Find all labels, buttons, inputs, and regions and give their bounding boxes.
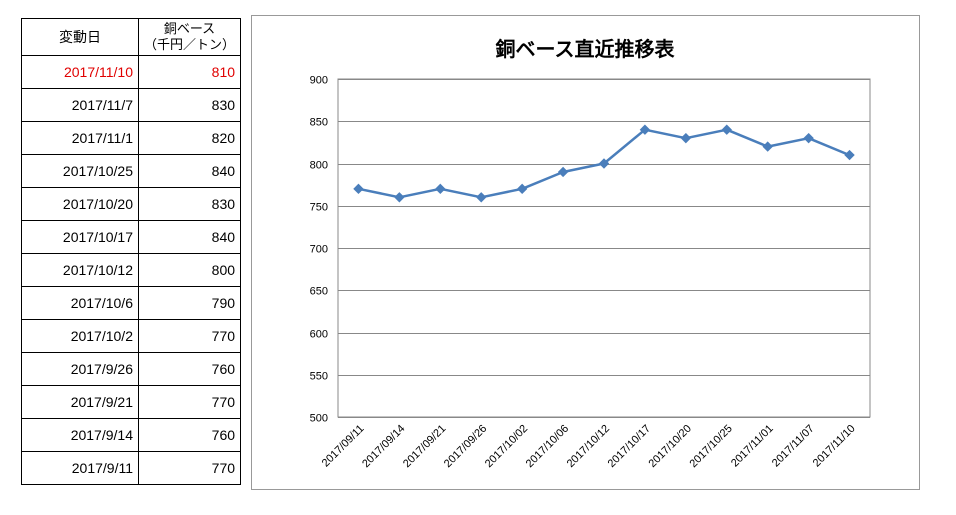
y-tick-label: 700 [310,244,328,256]
x-tick-label: 2017/10/20 [647,423,694,470]
data-point [762,141,773,152]
header-price: 銅ベース （千円／トン） [137,18,242,56]
row-date: 2017/11/10 [21,55,139,89]
axis-layer: 500 550 600 650 700 750 800 850 900 [310,75,328,425]
header-price-line2: （千円／トン） [144,37,236,52]
row-price: 790 [137,286,242,320]
row-date: 2017/9/21 [21,385,139,419]
data-point [680,132,692,144]
table-row: 2017/11/7 830 [21,88,242,122]
x-tick-label: 2017/09/11 [320,423,367,470]
chart-area: 銅ベース直近推移表 500 550 600 650 700 750 800 850 900 20… [251,15,920,490]
x-tick-labels: 2017/09/112017/09/142017/09/212017/09/26… [320,423,858,470]
x-tick-label: 2017/11/10 [811,423,858,470]
row-price: 820 [137,121,242,155]
table-row: 2017/10/6 790 [21,286,242,320]
row-price: 810 [137,55,242,89]
x-tick-label: 2017/10/06 [524,423,571,470]
row-price: 760 [137,418,242,452]
table-row: 2017/10/20 830 [21,187,242,221]
table-row: 2017/10/12 800 [21,253,242,287]
data-point [435,183,446,195]
row-date: 2017/9/26 [21,352,139,386]
chart-title: 銅ベース直近推移表 [496,37,676,61]
row-date: 2017/10/6 [21,286,139,320]
series-layer [353,124,855,203]
row-price: 830 [137,187,242,221]
data-point [721,124,732,135]
table-row: 2017/9/11 770 [21,451,242,485]
row-price: 800 [137,253,242,287]
row-date: 2017/11/1 [21,121,139,155]
row-date: 2017/10/20 [21,187,139,221]
header-date: 変動日 [21,18,139,56]
row-price: 830 [137,88,242,122]
row-date: 2017/10/2 [21,319,139,353]
x-tick-label: 2017/10/17 [606,423,653,470]
table-row: 2017/10/25 840 [21,154,242,188]
y-tick-label: 800 [310,160,328,172]
row-date: 2017/10/17 [21,220,139,254]
row-price: 840 [137,220,242,254]
x-tick-label: 2017/09/21 [401,423,448,470]
row-price: 770 [137,319,242,353]
row-price: 770 [137,385,242,419]
y-tick-label: 650 [310,286,328,298]
x-tick-label: 2017/11/01 [729,423,776,470]
data-point [557,166,569,178]
x-tick-label: 2017/11/07 [770,423,817,470]
table-row: 2017/10/17 840 [21,220,242,254]
row-date: 2017/10/25 [21,154,139,188]
line-chart: 銅ベース直近推移表 500 550 600 650 700 750 800 850 900 20… [310,37,871,470]
price-table-body: 変動日 銅ベース （千円／トン） 2017/11/10 810 2017/11/7 8… [21,18,242,485]
table-row: 2017/9/26 760 [21,352,242,386]
data-point [803,132,814,144]
row-date: 2017/9/11 [21,451,139,485]
x-tick-label: 2017/10/02 [483,423,530,470]
y-tick-label: 550 [310,371,328,383]
y-tick-label: 600 [310,329,328,341]
y-tick-label: 750 [310,202,328,214]
x-tick-label: 2017/09/14 [360,423,407,470]
x-tick-label: 2017/09/26 [442,423,489,470]
y-tick-label: 900 [310,75,328,87]
table-header-row: 変動日 銅ベース （千円／トン） [21,18,242,56]
y-tick-label: 500 [310,413,328,425]
data-point [476,192,487,203]
y-tick-label: 850 [310,117,328,129]
row-price: 760 [137,352,242,386]
x-tick-label: 2017/10/25 [687,423,734,470]
data-point [516,183,528,195]
table-row: 2017/11/1 820 [21,121,242,155]
table-row: 2017/9/14 760 [21,418,242,452]
header-price-line1: 銅ベース [163,21,216,36]
price-table: 変動日 銅ベース （千円／トン） 2017/11/10 810 2017/11/7 8… [21,18,242,485]
row-price: 840 [137,154,242,188]
grid-layer [337,78,871,418]
data-point [598,158,610,169]
data-point [639,124,651,135]
data-point [394,192,405,203]
row-price: 770 [137,451,242,485]
row-date: 2017/9/14 [21,418,139,452]
row-date: 2017/11/7 [21,88,139,122]
data-point [844,149,855,161]
data-point [353,183,364,195]
table-row: 2017/9/21 770 [21,385,242,419]
row-date: 2017/10/12 [21,253,139,287]
x-tick-label: 2017/10/12 [565,423,612,470]
table-row: 2017/11/10 810 [21,55,242,89]
table-row: 2017/10/2 770 [21,319,242,353]
